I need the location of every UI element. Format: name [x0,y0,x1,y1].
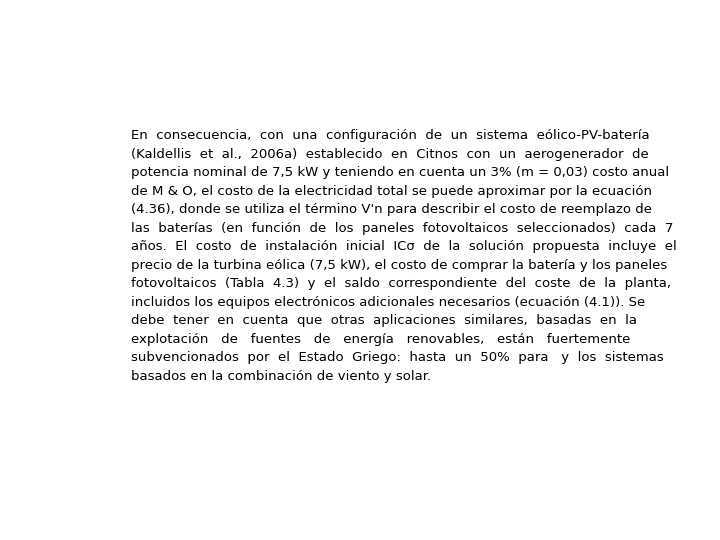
Text: En  consecuencia,  con  una  configuración  de  un  sistema  eólico-PV-batería
(: En consecuencia, con una configuración d… [131,129,677,383]
